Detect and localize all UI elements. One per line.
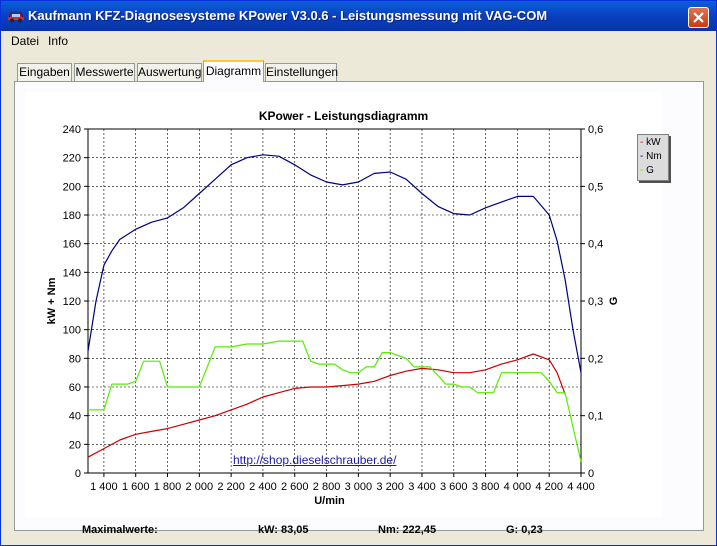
- menu-datei[interactable]: Datei: [11, 34, 40, 48]
- x-tick-label: 2 400: [249, 481, 277, 493]
- y-tick-label: 100: [63, 325, 81, 337]
- y-tick-label: 160: [63, 239, 81, 251]
- x-tick-label: 2 600: [281, 481, 309, 493]
- tab-messwerte[interactable]: Messwerte: [74, 63, 135, 81]
- power-chart: 0 20 40 60 80 100 120 140 160 180 200 220 240 0 0,1 0,2…: [46, 124, 620, 507]
- max-kw-value: kW: 83,05: [258, 524, 309, 536]
- tab-diagramm[interactable]: Diagramm: [203, 60, 264, 82]
- legend-item-kw: - kW: [640, 137, 661, 148]
- x-tick-label: 4 400: [567, 481, 595, 493]
- legend-item-nm: - Nm: [640, 151, 662, 162]
- x-tick-label: 1 800: [154, 481, 182, 493]
- x-tick-label: 2 200: [217, 481, 245, 493]
- y-tick-label: 240: [63, 124, 81, 136]
- x-tick-label: 3 000: [345, 481, 373, 493]
- menu-info[interactable]: Info: [48, 34, 69, 48]
- chart-area: KPower - Leistungsdiagramm 0 20 40 60 80 100 1…: [25, 92, 662, 517]
- close-icon: [693, 12, 704, 23]
- legend-label-g: G: [646, 165, 654, 176]
- max-g-value: G: 0,23: [506, 524, 543, 536]
- chart-legend: - kW - Nm - G: [637, 134, 669, 181]
- x-tick-label: 4 200: [535, 481, 563, 493]
- series-line-g: [88, 340, 582, 462]
- y2-tick-label: 0,1: [588, 411, 603, 423]
- title-bar[interactable]: Kaufmann KFZ-Diagnosesysteme KPower V3.0…: [1, 1, 716, 31]
- series-line-kw: [87, 353, 566, 458]
- y2-tick-label: 0,6: [588, 124, 603, 136]
- y-tick-label: 180: [63, 210, 81, 222]
- y-tick-label: 120: [63, 296, 81, 308]
- tab-einstellungen[interactable]: Einstellungen: [265, 63, 339, 81]
- max-nm-value: Nm: 222,45: [378, 524, 437, 536]
- y-tick-label: 20: [69, 439, 81, 451]
- y2-tick-label: 0,2: [588, 353, 603, 365]
- car-app-icon: [8, 12, 24, 23]
- series-line-nm: [87, 154, 582, 373]
- y-axis-label: kW + Nm: [46, 277, 58, 324]
- x-tick-label: 1 600: [122, 481, 150, 493]
- x-tick-label: 3 800: [472, 481, 500, 493]
- y2-tick-label: 0,4: [588, 239, 603, 251]
- tab-eingaben[interactable]: Eingaben: [17, 63, 72, 81]
- x-tick-label: 4 000: [504, 481, 532, 493]
- chart-title: KPower - Leistungsdiagramm: [258, 109, 429, 123]
- shop-link[interactable]: http://shop.dieselschrauber.de/: [233, 453, 397, 467]
- x-tick-label: 2 800: [313, 481, 341, 493]
- y2-tick-label: 0: [588, 468, 594, 480]
- x-tick-label: 3 600: [440, 481, 468, 493]
- window-title: Kaufmann KFZ-Diagnosesysteme KPower V3.0…: [28, 8, 548, 23]
- tab-auswertung[interactable]: Auswertung: [137, 63, 202, 81]
- y2-axis-label: G: [608, 297, 620, 306]
- legend-item-g: - G: [640, 165, 654, 176]
- x-tick-label: 3 200: [376, 481, 404, 493]
- y2-tick-label: 0,5: [588, 181, 603, 193]
- x-tick-label: 2 000: [186, 481, 214, 493]
- y-tick-label: 140: [63, 267, 81, 279]
- y-tick-label: 80: [69, 353, 81, 365]
- max-values-label: Maximalwerte:: [82, 524, 158, 536]
- x-tick-label: 1 400: [90, 481, 118, 493]
- y-tick-label: 220: [63, 153, 81, 165]
- x-tick-label: 3 400: [408, 481, 436, 493]
- y2-tick-label: 0,3: [588, 296, 603, 308]
- legend-label-kw: kW: [646, 137, 661, 148]
- tab-strip: Eingaben Messwerte Auswertung Diagramm E…: [1, 60, 716, 82]
- close-button[interactable]: [688, 7, 709, 28]
- x-axis-label: U/min: [314, 495, 345, 507]
- y-tick-label: 60: [69, 382, 81, 394]
- menu-bar: Datei Info: [1, 31, 716, 51]
- legend-label-nm: Nm: [646, 151, 662, 162]
- y-tick-label: 200: [63, 181, 81, 193]
- y-tick-label: 40: [69, 411, 81, 423]
- y-tick-label: 0: [75, 468, 81, 480]
